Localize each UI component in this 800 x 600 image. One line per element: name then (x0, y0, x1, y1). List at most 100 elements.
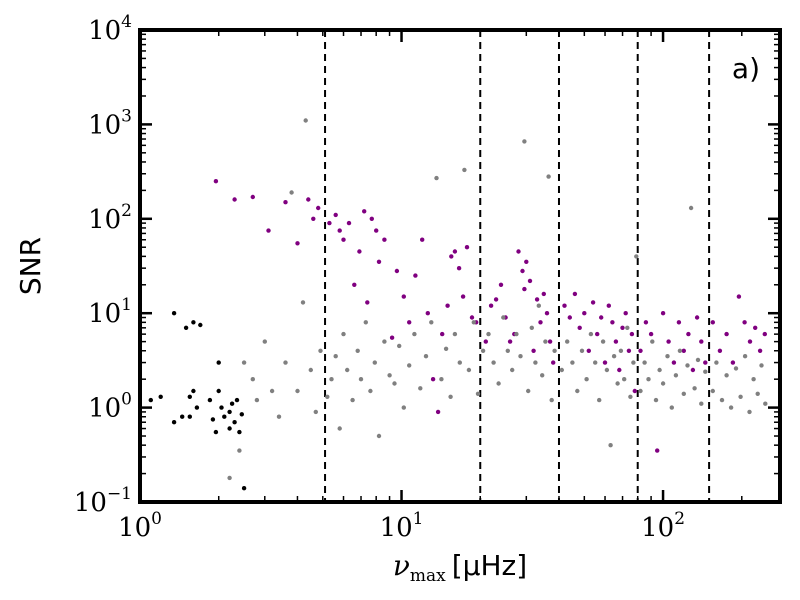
data-point-gray (733, 366, 739, 371)
data-point-purple (602, 360, 608, 365)
data-point-gray (677, 348, 683, 353)
data-point-gray (227, 475, 232, 481)
data-point-purple (311, 216, 316, 221)
data-point-purple (629, 331, 635, 337)
data-point-gray (429, 320, 434, 325)
data-point-purple (266, 228, 271, 233)
data-point-gray (692, 386, 697, 391)
data-point-purple (295, 241, 300, 246)
data-point-gray (747, 409, 752, 415)
y-tick-label: 102 (88, 201, 132, 235)
data-point-purple (660, 311, 666, 316)
data-point-gray (269, 388, 275, 394)
data-point-gray (681, 391, 686, 396)
data-point-gray (728, 405, 734, 410)
data-point-purple (445, 303, 450, 308)
data-point-gray (546, 174, 551, 179)
data-point-gray (387, 373, 392, 378)
data-point-gray (254, 397, 260, 403)
y-tick-label: 100 (88, 390, 132, 424)
data-point-gray (673, 373, 679, 378)
data-point-gray (759, 363, 764, 368)
data-point-gray (526, 388, 531, 394)
data-point-purple (690, 367, 696, 373)
data-point-gray (631, 360, 636, 365)
data-point-purple (736, 294, 742, 299)
data-point-black (191, 388, 196, 394)
data-point-gray (611, 354, 617, 359)
data-point-purple (544, 311, 550, 316)
data-point-gray (350, 397, 355, 403)
data-point-purple (623, 311, 628, 316)
data-point-purple (547, 339, 553, 344)
data-point-purple (516, 249, 521, 254)
data-point-purple (232, 197, 237, 202)
data-point-gray (584, 377, 589, 382)
data-point-black (187, 414, 192, 419)
data-point-black (191, 320, 196, 325)
data-point-gray (418, 386, 423, 391)
data-point-purple (394, 268, 400, 274)
data-point-purple (648, 331, 654, 337)
data-point-gray (755, 391, 760, 396)
data-point-gray (496, 381, 501, 386)
data-point-gray (452, 331, 458, 337)
x-axis-label-symbol: ν (393, 549, 410, 582)
data-point-purple (694, 315, 700, 320)
data-point-purple (401, 294, 406, 299)
y-tick-label: 104 (88, 12, 132, 46)
data-point-black (180, 414, 185, 419)
data-point-purple (283, 200, 288, 205)
data-point-gray (514, 331, 519, 337)
x-axis-label-subscript: max (410, 566, 446, 586)
data-point-purple (757, 348, 763, 353)
data-point-gray (751, 377, 756, 382)
data-point-purple (333, 212, 338, 218)
data-point-purple (638, 348, 643, 353)
data-point-gray (695, 357, 701, 363)
data-point-gray (588, 331, 594, 337)
data-point-black (187, 394, 192, 399)
data-point-gray (237, 448, 242, 453)
data-point-purple (551, 360, 556, 365)
data-point-purple (327, 220, 332, 226)
data-point-purple (527, 278, 533, 284)
data-point-gray (491, 360, 496, 365)
data-point-purple (626, 348, 632, 353)
data-point-gray (510, 367, 515, 373)
data-point-gray (628, 394, 633, 399)
data-point-gray (646, 377, 651, 382)
y-tick-label: 101 (88, 295, 132, 329)
data-point-gray (703, 369, 708, 374)
data-point-purple (382, 237, 387, 242)
data-point-black (227, 426, 232, 431)
data-point-purple (586, 348, 591, 353)
data-point-purple (346, 220, 352, 226)
data-point-gray (688, 205, 694, 211)
data-point-gray (462, 167, 467, 173)
data-point-purple (753, 325, 758, 330)
data-point-gray (622, 377, 627, 382)
data-point-gray (480, 348, 486, 353)
data-points (148, 118, 768, 491)
data-point-purple (452, 249, 458, 254)
data-point-purple (538, 320, 543, 325)
data-point-purple (488, 303, 494, 308)
data-point-gray (719, 397, 725, 403)
data-point-black (171, 420, 177, 425)
data-point-purple (686, 331, 691, 337)
data-point-purple (440, 331, 445, 337)
data-point-gray (423, 354, 429, 359)
data-point-purple (655, 448, 660, 453)
data-point-black (194, 405, 200, 410)
data-point-gray (579, 348, 585, 353)
data-point-purple (699, 339, 704, 344)
data-point-black (229, 401, 235, 406)
data-point-gray (448, 394, 453, 399)
data-point-purple (595, 331, 600, 337)
data-point-purple (357, 249, 362, 254)
data-point-gray (618, 348, 624, 353)
data-point-gray (763, 401, 768, 406)
data-point-gray (407, 363, 412, 368)
data-point-purple (483, 339, 488, 344)
